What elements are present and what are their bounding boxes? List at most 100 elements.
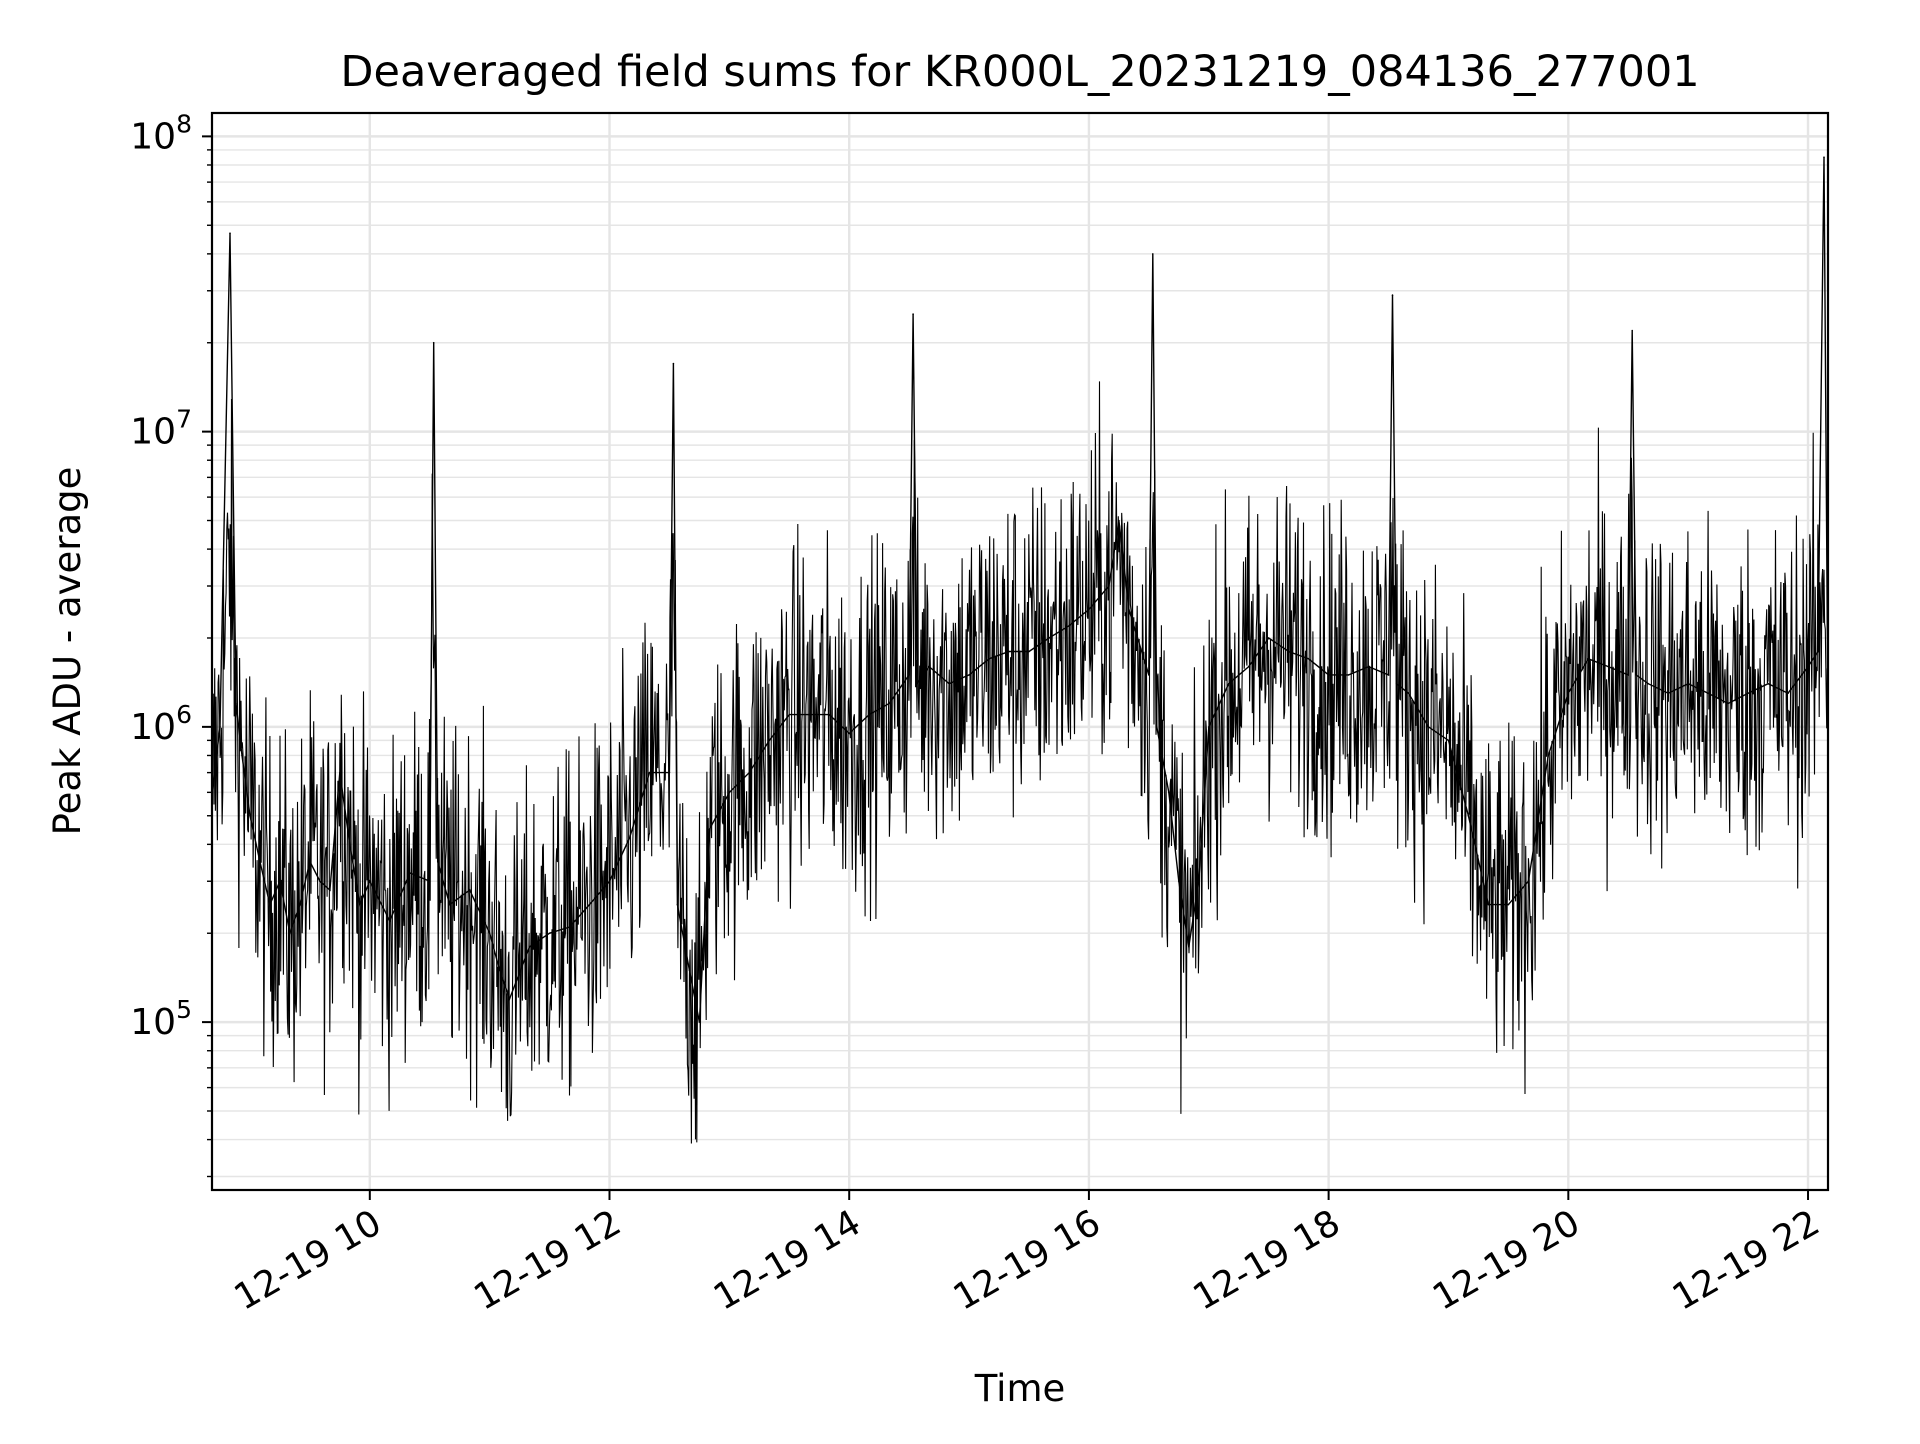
- series-noise-trace: [212, 381, 1828, 1144]
- data-point: [1467, 814, 1470, 817]
- data-point: [608, 880, 611, 882]
- data-point: [468, 889, 471, 891]
- data-point: [1807, 665, 1809, 668]
- y-tick-label-exponent: 8: [176, 109, 192, 138]
- data-point: [728, 791, 731, 794]
- data-point: [948, 682, 950, 685]
- data-point: [698, 1021, 701, 1023]
- y-tick-label-exponent: 7: [176, 405, 192, 434]
- series-layer: [211, 156, 1829, 1144]
- data-point: [235, 702, 237, 705]
- data-point: [1118, 519, 1120, 522]
- data-point: [1527, 880, 1530, 882]
- data-point: [1487, 903, 1490, 906]
- y-tick-label-exponent: 6: [176, 700, 192, 729]
- data-point: [1156, 726, 1158, 728]
- data-point: [1028, 650, 1030, 653]
- data-point: [1747, 692, 1749, 694]
- data-point: [528, 945, 531, 948]
- data-point: [1108, 585, 1110, 587]
- data-point: [389, 920, 391, 922]
- data-point: [588, 903, 591, 906]
- data-point: [568, 926, 571, 928]
- data-point: [1367, 665, 1370, 668]
- data-point: [1128, 608, 1130, 611]
- data-point: [259, 860, 261, 863]
- y-tick-label-base: 10: [130, 1002, 176, 1043]
- data-point: [309, 860, 311, 863]
- data-point: [868, 713, 870, 716]
- data-point: [1247, 665, 1250, 668]
- y-tick-label-exponent: 5: [176, 995, 192, 1024]
- data-point: [1048, 637, 1050, 639]
- data-point: [828, 713, 830, 716]
- data-point: [1427, 726, 1430, 728]
- data-point: [436, 860, 439, 863]
- y-tick-label: 105: [130, 995, 192, 1043]
- data-point: [279, 880, 281, 882]
- data-point: [968, 674, 970, 676]
- data-point: [1667, 692, 1669, 694]
- y-tick-label: 106: [130, 700, 192, 748]
- data-point: [1391, 294, 1394, 296]
- data-point: [1507, 903, 1510, 906]
- data-point: [488, 932, 491, 934]
- data-point: [1395, 682, 1398, 685]
- data-point: [498, 969, 501, 971]
- data-point: [1188, 945, 1190, 948]
- data-point: [329, 889, 331, 891]
- data-point: [928, 665, 930, 668]
- chart-title: Deaveraged field sums for KR000L_2023121…: [340, 47, 1699, 97]
- data-point: [1707, 692, 1709, 694]
- data-point: [1447, 739, 1450, 742]
- data-point: [672, 362, 675, 365]
- data-point: [1148, 674, 1150, 676]
- data-point: [768, 739, 771, 742]
- data-point: [628, 837, 631, 839]
- data-point: [428, 880, 431, 882]
- data-point: [676, 903, 679, 906]
- data-point: [219, 726, 221, 728]
- y-axis-label: Peak ADU - average: [46, 467, 89, 836]
- x-axis-label: Time: [974, 1367, 1066, 1410]
- data-point: [808, 713, 811, 716]
- data-point: [1152, 253, 1154, 255]
- data-point: [319, 880, 321, 882]
- data-point: [241, 754, 243, 757]
- y-tick-label-base: 10: [130, 116, 176, 157]
- data-point: [289, 932, 291, 934]
- data-point: [912, 313, 914, 315]
- data-point: [548, 932, 551, 934]
- data-point: [1727, 702, 1729, 705]
- data-point: [1587, 658, 1590, 660]
- data-point: [1287, 650, 1290, 653]
- data-point: [349, 843, 351, 846]
- data-point: [1347, 674, 1350, 676]
- data-point: [369, 880, 371, 882]
- data-point: [1198, 880, 1200, 882]
- data-point: [848, 732, 850, 735]
- y-tick-label-base: 10: [130, 412, 176, 453]
- data-point: [1068, 625, 1070, 627]
- data-point: [1208, 726, 1210, 728]
- data-point: [1088, 608, 1090, 611]
- data-point: [359, 903, 361, 906]
- data-point: [916, 682, 918, 685]
- data-point: [1387, 674, 1390, 676]
- data-point: [648, 771, 651, 774]
- data-point: [1327, 674, 1330, 676]
- data-point: [708, 828, 711, 831]
- data-point: [1267, 637, 1270, 639]
- data-point: [1627, 674, 1629, 676]
- series-line: [212, 157, 1828, 1023]
- data-point: [1168, 791, 1170, 794]
- grid: [212, 113, 1828, 1190]
- data-point: [1227, 682, 1230, 685]
- plot-frame: [210, 111, 1830, 1192]
- data-point: [448, 903, 451, 906]
- data-point: [1008, 650, 1010, 653]
- data-point: [1407, 692, 1410, 694]
- data-point: [1767, 682, 1769, 685]
